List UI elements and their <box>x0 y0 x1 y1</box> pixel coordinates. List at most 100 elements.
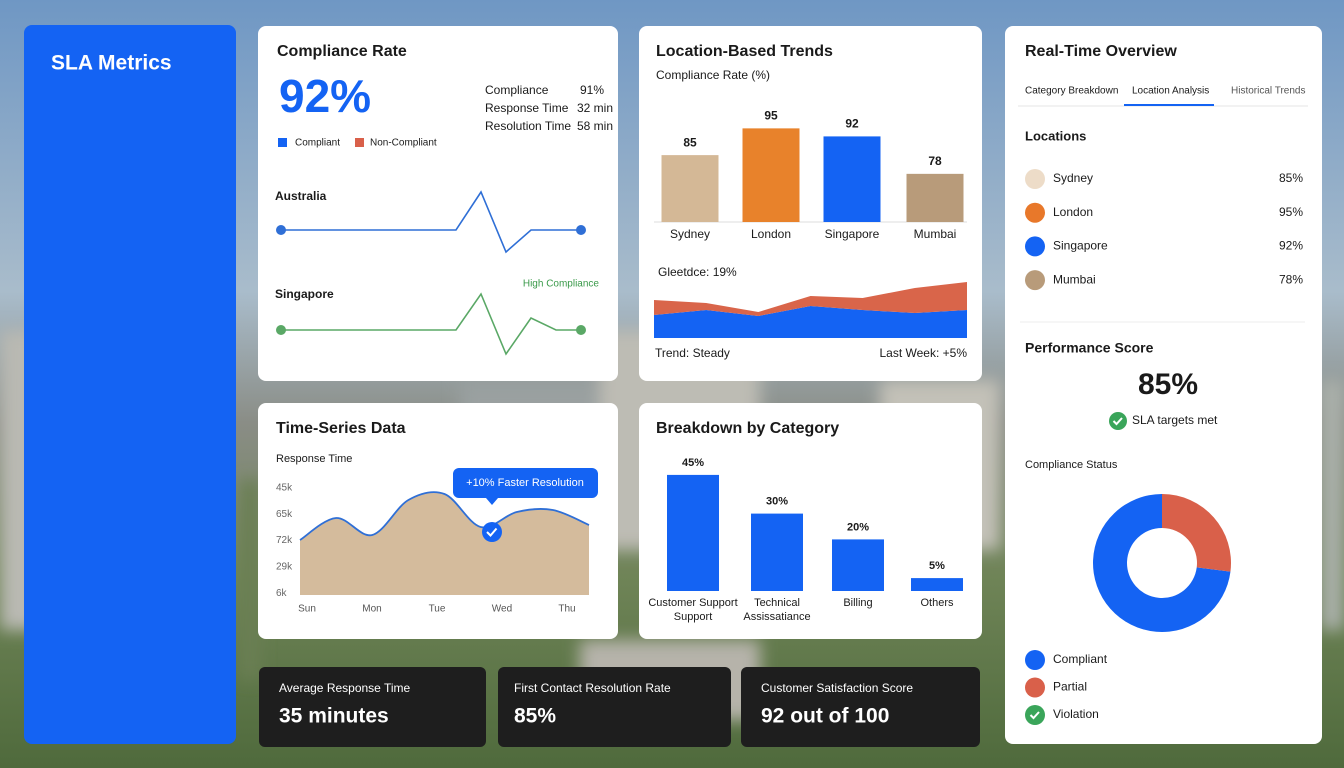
y-tick-label: 29k <box>276 562 293 573</box>
tab[interactable]: Historical Trends <box>1231 86 1305 97</box>
x-tick-label: Singapore <box>825 227 880 241</box>
kpi-label: Average Response Time <box>279 681 411 695</box>
annotation-pointer <box>486 498 498 505</box>
location-dot <box>1025 236 1045 257</box>
sparkline-label: Singapore <box>275 287 334 301</box>
area-label: Gleetdce: 19% <box>658 265 737 279</box>
bar <box>667 474 719 591</box>
y-tick-label: 6k <box>276 588 288 599</box>
annotation-check <box>486 527 498 537</box>
area-band <box>654 282 967 316</box>
bar <box>751 513 803 591</box>
section-title: Locations <box>1025 128 1086 143</box>
bar-value-label: 92 <box>845 117 859 131</box>
annotation-marker <box>482 522 502 542</box>
y-tick-label: 45k <box>276 483 293 494</box>
x-tick-label: Billing <box>843 597 872 609</box>
x-tick-label: Tue <box>429 604 446 615</box>
timeseries-card: Time-Series Data Response Time 45k 65k 72k… <box>258 403 618 639</box>
location-dot <box>1025 202 1045 223</box>
sparkline <box>281 190 581 254</box>
location-name: Singapore <box>1053 239 1108 253</box>
annotation-box <box>453 468 598 498</box>
kpi-value: 92 out of 100 <box>761 705 889 728</box>
sparkline-endpoint <box>576 225 586 235</box>
kpi-card <box>498 667 731 747</box>
kpi-label: Customer Satisfaction Score <box>761 681 913 695</box>
x-tick-label: Technical <box>754 597 800 609</box>
sparkline-endpoint <box>576 325 586 335</box>
kpi-value: 35 minutes <box>279 705 389 728</box>
bar-value-label: 5% <box>929 560 945 572</box>
x-tick-label: Sun <box>298 604 316 615</box>
kpi-value: 85% <box>514 705 556 728</box>
location-value: 92% <box>1279 239 1303 253</box>
x-tick-label: Mon <box>362 604 381 615</box>
breakdown-card: Breakdown by Category 45% Customer Suppor… <box>639 403 982 639</box>
legend-label: Compliant <box>295 138 340 149</box>
annotation: +10% Faster Resolution <box>466 477 584 489</box>
bar-value-label: 20% <box>847 521 869 533</box>
location-name: Mumbai <box>1053 272 1096 286</box>
stat-label: Compliance <box>485 83 549 97</box>
card <box>639 403 982 639</box>
score: 85% <box>1138 368 1198 401</box>
kpi-label: First Contact Resolution Rate <box>514 681 671 695</box>
panel <box>1005 26 1322 744</box>
location-name: Sydney <box>1053 171 1093 185</box>
location-dot <box>1025 169 1045 189</box>
bar-value-label: 45% <box>682 457 704 469</box>
bar <box>823 136 881 222</box>
x-tick-label: London <box>751 227 791 241</box>
legend-label: Compliant <box>1053 652 1108 666</box>
tab-underline <box>1124 104 1214 106</box>
location-value: 85% <box>1279 171 1303 185</box>
tab[interactable]: Category Breakdown <box>1025 86 1118 97</box>
sidebar-title: SLA Metrics <box>51 52 172 75</box>
bar <box>911 578 963 591</box>
card-title: Breakdown by Category <box>656 420 839 437</box>
stat-value: 91% <box>580 83 604 97</box>
x-tick-label: Others <box>920 597 954 609</box>
card-title: Compliance Rate <box>277 43 407 60</box>
kpi-card <box>259 667 486 747</box>
x-tick-label: Mumbai <box>914 227 957 241</box>
y-tick-label: 65k <box>276 509 293 520</box>
sparkline-label: Australia <box>275 189 327 203</box>
tab-active[interactable]: Location Analysis <box>1132 86 1209 97</box>
location-card: Location-Based Trends Compliance Rate (%… <box>639 26 982 381</box>
section-title: Compliance Status <box>1025 459 1118 471</box>
x-tick-label: Support <box>674 611 713 623</box>
bar-value-label: 95 <box>764 109 778 123</box>
footer-left: Trend: Steady <box>655 346 730 360</box>
legend-check <box>1029 711 1040 720</box>
location-dot <box>1025 270 1045 291</box>
legend-dot <box>1025 677 1045 698</box>
location-name: London <box>1053 205 1093 219</box>
legend-swatch <box>355 138 364 147</box>
bar <box>832 539 884 591</box>
section-title: Performance Score <box>1025 340 1154 356</box>
axis-label: Response Time <box>276 453 352 465</box>
area-line <box>299 491 590 541</box>
compliance-card: Compliance Rate 92% Compliance 91% Respo… <box>258 26 618 381</box>
area <box>300 492 589 595</box>
bar <box>906 173 964 222</box>
footer-right: Last Week: +5% <box>880 346 968 360</box>
x-tick-label: Thu <box>558 604 575 615</box>
bar-value-label: 85 <box>683 135 697 149</box>
legend-dot <box>1025 650 1045 670</box>
bar <box>661 155 719 222</box>
sparkline-endpoint <box>276 225 286 235</box>
sparkline <box>281 292 581 356</box>
headline: 92% <box>279 70 371 122</box>
sidebar <box>24 25 236 744</box>
location-value: 78% <box>1279 272 1303 286</box>
card-title: Location-Based Trends <box>656 43 833 60</box>
donut-segment <box>1162 494 1231 572</box>
x-tick-label: Sydney <box>670 227 710 241</box>
overview-panel: Real-Time Overview Category Breakdown Lo… <box>1005 26 1322 744</box>
bar <box>742 128 800 222</box>
y-tick-label: 72k <box>276 535 293 546</box>
